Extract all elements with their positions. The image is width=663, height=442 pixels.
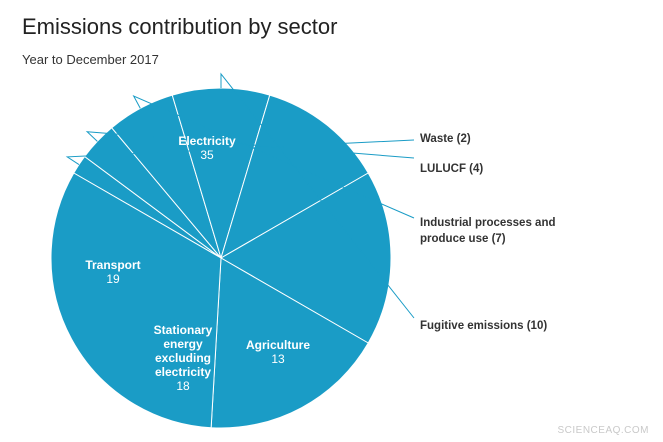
value-label-agriculture: 13	[271, 352, 285, 366]
leader-line-lulucf	[85, 131, 415, 159]
inside-label-stationary-energy-excluding-electricity: Stationary energy excluding electricity	[154, 323, 213, 379]
pie-slice-electricity	[50, 172, 222, 429]
chart-title: Emissions contribution by sector	[22, 14, 338, 39]
pie-slice-transport	[210, 257, 369, 429]
pie-slice-agriculture	[220, 94, 369, 260]
inside-label-agriculture: Agriculture	[246, 338, 310, 352]
chart-subtitle: Year to December 2017	[22, 52, 159, 67]
leader-line-waste	[65, 139, 415, 166]
leader-line-fugitive-emissions	[220, 72, 415, 319]
outside-label-waste: Waste (2)	[420, 133, 471, 145]
value-label-transport: 19	[106, 272, 120, 286]
pie-slice-stationary-energy-excluding-electricity	[220, 172, 392, 344]
value-label-stationary-energy-excluding-electricity: 18	[176, 379, 190, 393]
outside-label-lulucf: LULUCF (4)	[420, 163, 483, 175]
inside-label-transport: Transport	[85, 258, 140, 272]
inside-label-electricity: Electricity	[178, 134, 236, 148]
value-label-electricity: 35	[200, 148, 214, 162]
outside-label-fugitive-emissions: Fugitive emissions (10)	[420, 320, 547, 332]
watermark: SCIENCEAQ.COM	[557, 425, 649, 436]
outside-label-industrial-processes-and-produce-use: Industrial processes and produce use (7)	[420, 217, 556, 245]
leader-line-industrial-processes-and-produce-use	[132, 95, 415, 219]
